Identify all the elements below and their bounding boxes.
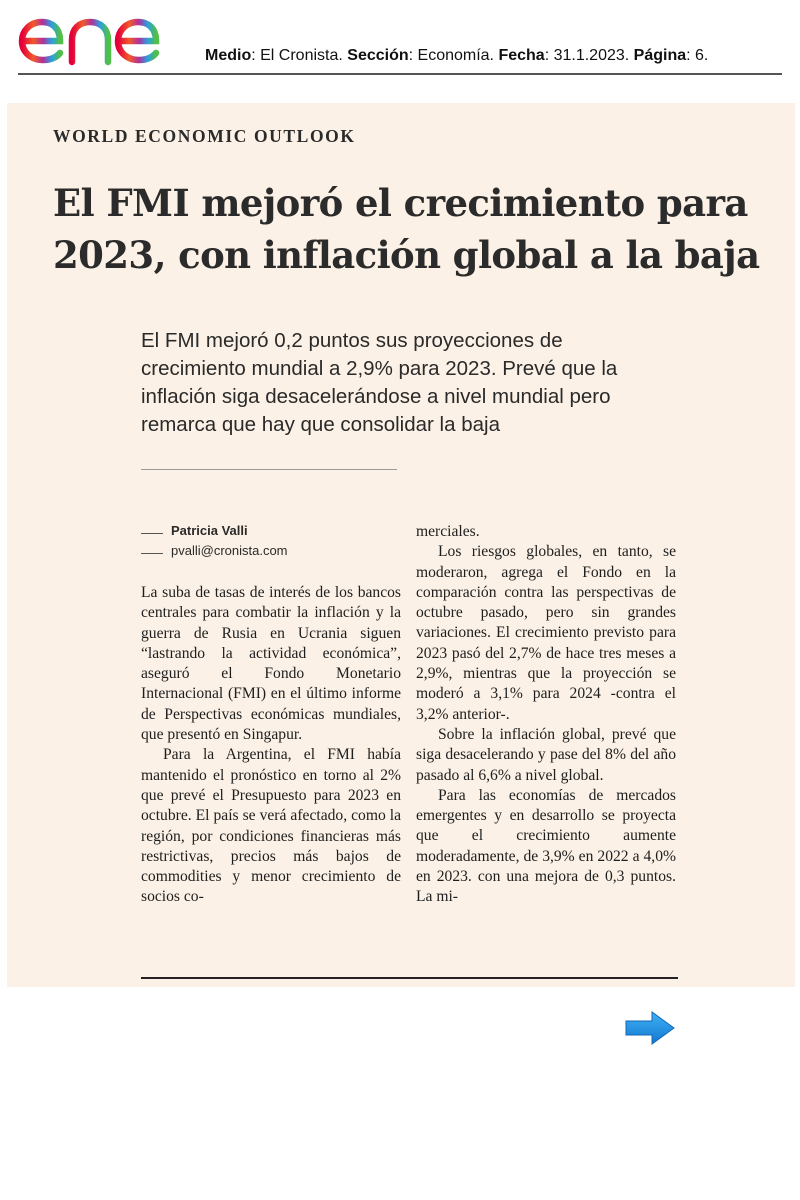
paragraph: Los riesgos globales, en tanto, se moder… bbox=[416, 543, 676, 723]
author-email: pvalli@cronista.com bbox=[171, 543, 288, 558]
section-kicker: WORLD ECONOMIC OUTLOOK bbox=[53, 126, 356, 146]
seccion-value: Economía. bbox=[417, 47, 494, 64]
paragraph: Para la Argentina, el FMI había mantenid… bbox=[141, 746, 401, 906]
paragraph: Para las economías de mercados emergente… bbox=[416, 786, 676, 906]
right-arrow-icon[interactable] bbox=[624, 1010, 676, 1046]
clipping-bottom-rule bbox=[141, 977, 678, 979]
paragraph: merciales. bbox=[416, 523, 480, 540]
pagina-label: Página bbox=[633, 47, 687, 64]
newspaper-clipping: WORLD ECONOMIC OUTLOOK El FMI mejoró el … bbox=[7, 103, 795, 987]
enel-logo bbox=[14, 4, 184, 73]
pagina-value: 6. bbox=[695, 47, 709, 64]
page-header: Medio: El Cronista. Sección: Economía. F… bbox=[0, 0, 800, 80]
fecha-value: 31.1.2023. bbox=[553, 47, 630, 64]
article-column-2: merciales. Los riesgos globales, en tant… bbox=[416, 522, 676, 908]
paragraph: La suba de tasas de interés de los banco… bbox=[141, 584, 401, 744]
seccion-label: Sección bbox=[347, 47, 409, 64]
header-divider bbox=[18, 73, 782, 75]
article-headline: El FMI mejoró el crecimiento para 2023, … bbox=[53, 177, 773, 281]
headline-line-2: 2023, con inflación global a la baja bbox=[53, 233, 760, 277]
author-name: Patricia Valli bbox=[171, 523, 248, 538]
article-column-1: La suba de tasas de interés de los banco… bbox=[141, 583, 401, 908]
byline: Patricia Valli pvalli@cronista.com bbox=[141, 521, 288, 561]
medio-label: Medio bbox=[205, 47, 252, 64]
medio-value: El Cronista. bbox=[260, 47, 343, 64]
fecha-label: Fecha bbox=[498, 47, 545, 64]
summary-divider bbox=[141, 469, 397, 470]
source-metadata: Medio: El Cronista. Sección: Economía. F… bbox=[205, 47, 709, 64]
headline-line-1: El FMI mejoró el crecimiento para bbox=[53, 181, 748, 225]
paragraph: Sobre la inflación global, prevé que sig… bbox=[416, 725, 676, 784]
article-summary: El FMI mejoró 0,2 puntos sus proyeccione… bbox=[141, 329, 618, 436]
